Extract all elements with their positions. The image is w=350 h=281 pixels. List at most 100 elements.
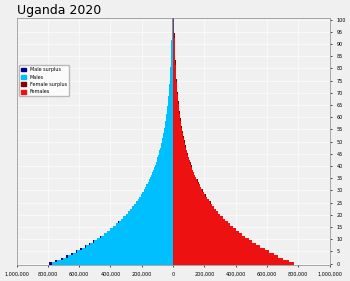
Bar [173, 187, 201, 189]
Bar [173, 128, 182, 131]
Bar [173, 57, 175, 60]
Bar [134, 204, 173, 206]
Bar [173, 123, 181, 126]
Bar [173, 209, 216, 211]
Bar [170, 77, 173, 79]
Bar [173, 235, 245, 238]
Bar [169, 92, 173, 94]
Bar [173, 45, 175, 47]
Bar [173, 160, 190, 162]
Bar [173, 96, 178, 99]
Bar [173, 241, 252, 243]
Bar [173, 148, 186, 150]
Bar [119, 221, 173, 223]
Bar [173, 31, 174, 33]
Bar [171, 55, 173, 57]
Bar [116, 223, 173, 226]
Bar [110, 228, 173, 231]
Bar [162, 138, 173, 140]
Bar [159, 153, 173, 155]
Bar [136, 201, 173, 204]
Bar [172, 40, 173, 43]
Bar [170, 79, 173, 82]
Bar [156, 160, 173, 162]
Bar [121, 219, 173, 221]
Bar [171, 62, 173, 65]
Bar [173, 180, 197, 182]
Bar [173, 82, 177, 84]
Bar [172, 18, 173, 21]
Bar [171, 50, 173, 53]
Bar [172, 43, 173, 45]
Bar [170, 77, 173, 79]
Bar [166, 118, 173, 121]
Bar [173, 118, 180, 121]
Bar [145, 187, 173, 189]
Bar [66, 255, 173, 258]
Bar [173, 160, 189, 162]
Bar [167, 114, 173, 116]
Bar [82, 248, 173, 250]
Bar [162, 140, 173, 143]
Bar [173, 94, 178, 96]
Bar [132, 206, 173, 209]
Bar [172, 35, 173, 38]
Bar [128, 211, 173, 214]
Bar [173, 126, 181, 128]
Bar [173, 62, 176, 65]
Bar [169, 82, 173, 84]
Bar [86, 245, 173, 248]
Bar [173, 153, 188, 155]
Bar [173, 116, 180, 118]
Bar [173, 60, 175, 62]
Bar [158, 157, 173, 160]
Bar [173, 180, 198, 182]
Bar [173, 99, 178, 101]
Bar [49, 262, 173, 265]
Bar [173, 65, 176, 67]
Bar [136, 201, 173, 204]
Bar [162, 140, 173, 143]
Bar [170, 67, 173, 70]
Bar [94, 241, 173, 243]
Bar [169, 89, 173, 92]
Bar [173, 35, 175, 38]
Bar [171, 60, 173, 62]
Bar [173, 72, 176, 74]
Bar [172, 38, 173, 40]
Bar [132, 206, 173, 209]
Bar [168, 104, 173, 106]
Bar [173, 143, 185, 145]
Legend: Male surplus, Males, Female surplus, Females: Male surplus, Males, Female surplus, Fem… [19, 65, 69, 96]
Bar [142, 192, 173, 194]
Bar [138, 199, 173, 201]
Bar [173, 192, 204, 194]
Bar [173, 201, 210, 204]
Bar [173, 50, 175, 53]
Bar [171, 47, 173, 50]
Bar [110, 228, 173, 231]
Bar [85, 245, 173, 248]
Bar [173, 238, 249, 241]
Bar [130, 209, 173, 211]
Bar [173, 47, 175, 50]
Bar [173, 231, 239, 233]
Bar [170, 74, 173, 77]
Bar [90, 243, 173, 245]
Bar [173, 38, 175, 40]
Bar [168, 96, 173, 99]
Bar [153, 170, 173, 172]
Bar [173, 233, 242, 235]
Bar [170, 70, 173, 72]
Bar [173, 157, 189, 160]
Bar [173, 155, 188, 157]
Bar [77, 250, 173, 253]
Bar [173, 219, 225, 221]
Bar [169, 84, 173, 87]
Bar [172, 35, 173, 38]
Bar [173, 114, 180, 116]
Bar [126, 214, 173, 216]
Bar [170, 65, 173, 67]
Bar [173, 133, 183, 135]
Bar [173, 109, 179, 111]
